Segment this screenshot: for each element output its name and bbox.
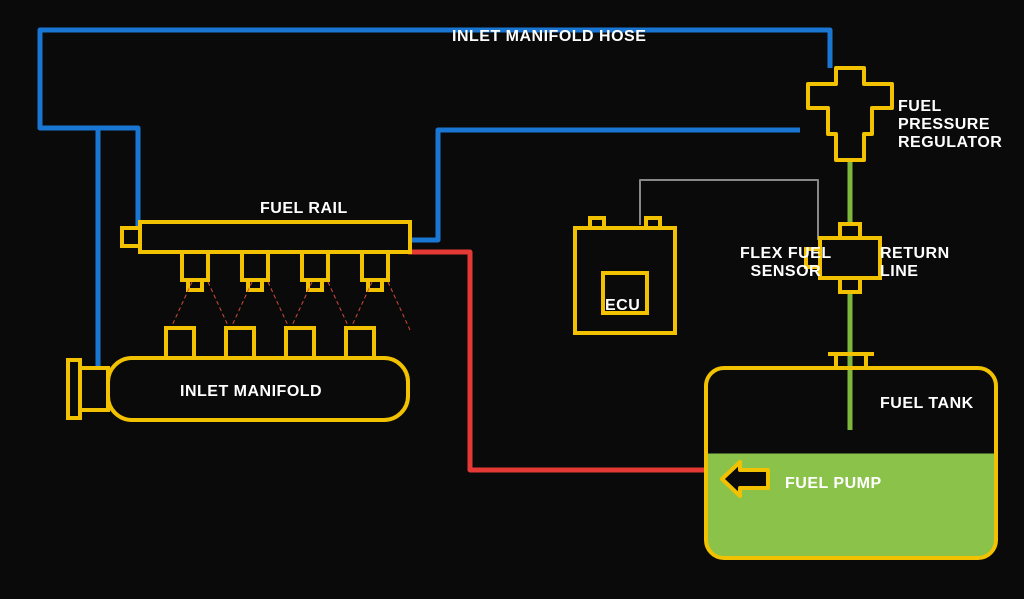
label-inlet-manifold: INLET MANIFOLD bbox=[180, 383, 322, 401]
label-fuel-tank: FUEL TANK bbox=[880, 395, 974, 413]
label-fuel-rail: FUEL RAIL bbox=[260, 200, 348, 218]
label-flex-fuel-sensor: FLEX FUEL SENSOR bbox=[740, 245, 832, 281]
label-fuel-pump: FUEL PUMP bbox=[785, 475, 882, 493]
label-return-line: RETURN LINE bbox=[880, 245, 950, 281]
label-inlet-manifold-hose: INLET MANIFOLD HOSE bbox=[452, 28, 646, 46]
label-ecu: ECU bbox=[605, 297, 640, 315]
diagram-stage: INLET MANIFOLD HOSE FUEL RAIL INLET MANI… bbox=[0, 0, 1024, 599]
label-fuel-pressure-regulator: FUEL PRESSURE REGULATOR bbox=[898, 98, 1002, 152]
diagram-svg bbox=[0, 0, 1024, 599]
